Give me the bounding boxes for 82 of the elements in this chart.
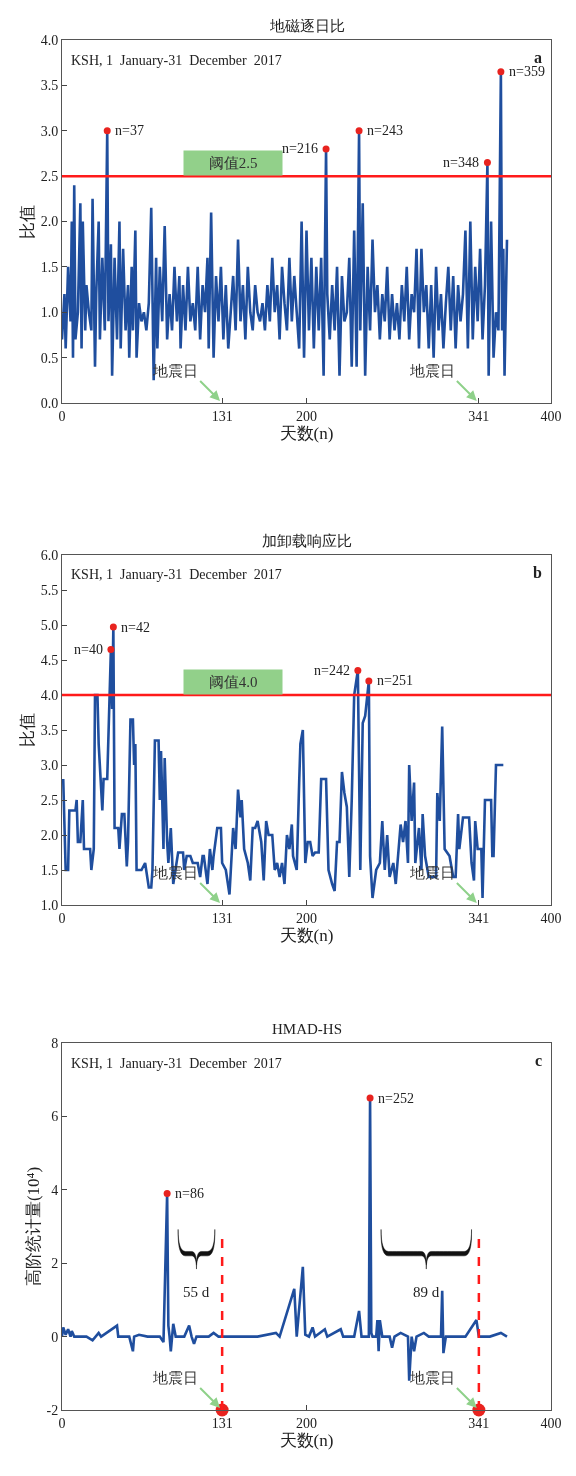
- x-tick-label: 200: [296, 910, 317, 926]
- y-tick-label: 1.5: [40, 862, 59, 878]
- y-tick-label: 6.0: [40, 547, 59, 563]
- point: [355, 127, 363, 135]
- x-tick-label: 400: [540, 1415, 562, 1431]
- x-tick-label: 341: [468, 1415, 490, 1431]
- x-tick-label: 400: [540, 910, 562, 926]
- x-tick-label: 131: [211, 1415, 233, 1431]
- y-tick-label: 3.5: [40, 78, 59, 94]
- annotation: n=216: [282, 141, 318, 156]
- y-tick-label: 8: [51, 1035, 59, 1051]
- annotation: c: [535, 1052, 543, 1069]
- annotation: 89 d: [413, 1284, 440, 1300]
- y-tick-label: 3.0: [40, 123, 59, 139]
- y-tick-label: 2.0: [40, 214, 59, 230]
- x-axis-title: 天数(n): [279, 424, 334, 444]
- ref-line-label: 阈值4.0: [208, 674, 258, 690]
- y-tick-label: 1.5: [40, 259, 59, 275]
- y-tick-label: 3.0: [40, 757, 59, 773]
- y-axis-title: 比值: [18, 204, 38, 239]
- x-tick-label: 131: [211, 910, 233, 926]
- x-tick-label: 341: [468, 408, 490, 424]
- y-tick-label: 2.0: [40, 827, 59, 843]
- point: [365, 677, 373, 685]
- annotation: n=86: [175, 1186, 204, 1201]
- annotation: n=37: [115, 123, 144, 138]
- x-tick-label: 131: [211, 408, 233, 424]
- annotation: KSH, 1 January-31 December 2017: [71, 1056, 282, 1071]
- x-tick-label: 200: [296, 1415, 317, 1431]
- y-tick-label: 4.5: [40, 652, 59, 668]
- y-tick-label: 4.0: [40, 687, 59, 703]
- x-axis-title: 天数(n): [279, 926, 334, 946]
- annotation: n=42: [121, 620, 150, 635]
- y-tick-label: 4.0: [40, 32, 59, 48]
- y-tick-label: 0.0: [40, 395, 59, 411]
- point: [497, 68, 505, 76]
- y-tick-label: 1.0: [40, 305, 59, 321]
- annotation: n=243: [367, 123, 403, 138]
- chart-title: 地磁逐日比: [269, 18, 345, 34]
- annotation: n=251: [377, 673, 413, 688]
- point: [322, 145, 330, 153]
- annotation: 地震日: [409, 1370, 455, 1386]
- chart-title: HMAD-HS: [272, 1021, 343, 1037]
- annotation: n=252: [378, 1091, 414, 1106]
- point: [109, 623, 117, 631]
- annotation: n=348: [443, 155, 479, 170]
- y-tick-label: 0: [51, 1329, 59, 1345]
- y-axis-title: 比值: [18, 713, 38, 747]
- annotation: KSH, 1 January-31 December 2017: [71, 53, 282, 68]
- annotation: n=40: [74, 642, 103, 657]
- x-tick-label: 400: [540, 408, 562, 424]
- y-tick-label: 5.0: [40, 617, 59, 633]
- point: [107, 646, 115, 653]
- y-tick-label: 2.5: [40, 169, 59, 185]
- x-tick-label: 200: [296, 408, 317, 424]
- x-tick-label: 341: [468, 910, 490, 926]
- y-tick-label: 5.5: [40, 582, 59, 598]
- annotation: 地震日: [409, 363, 455, 379]
- point: [366, 1094, 374, 1102]
- annotation: b: [533, 564, 542, 581]
- y-tick-label: 3.5: [40, 722, 59, 738]
- y-tick-label: -2: [46, 1402, 59, 1418]
- y-tick-label: 4: [51, 1182, 59, 1198]
- y-tick-label: 1.0: [40, 897, 59, 913]
- annotation: 地震日: [152, 1370, 198, 1386]
- y-tick-label: 2: [51, 1256, 59, 1272]
- y-axis-title: 高阶统计量(10⁴): [24, 1166, 44, 1287]
- y-tick-label: 6: [51, 1109, 59, 1125]
- y-tick-label: 2.5: [40, 792, 59, 808]
- annotation: a: [534, 49, 542, 66]
- point: [354, 667, 362, 674]
- point: [483, 159, 491, 167]
- annotation: 55 d: [183, 1284, 210, 1300]
- y-tick-label: 0.5: [40, 350, 59, 366]
- annotation: KSH, 1 January-31 December 2017: [71, 567, 282, 582]
- point: [103, 127, 111, 135]
- chart-title: 加卸载响应比: [262, 533, 352, 549]
- point: [163, 1189, 171, 1197]
- annotation: n=359: [509, 64, 545, 79]
- x-axis-title: 天数(n): [279, 1431, 334, 1451]
- annotation: n=242: [314, 663, 350, 678]
- ref-line-label: 阈值2.5: [208, 155, 258, 171]
